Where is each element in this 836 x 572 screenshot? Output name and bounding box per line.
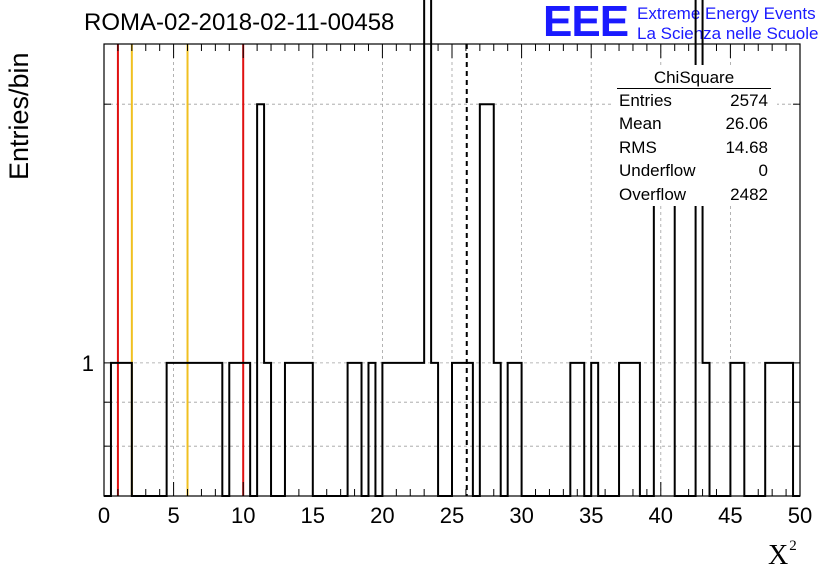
stats-row-rms: RMS 14.68 <box>611 136 777 159</box>
histogram-bin <box>111 363 118 496</box>
x-tick-label: 50 <box>788 503 812 528</box>
histogram-bin <box>264 363 271 496</box>
stats-label: Entries <box>619 91 672 110</box>
x-tick-label: 0 <box>98 503 110 528</box>
stats-value: 2482 <box>730 184 768 204</box>
histogram-bin <box>480 104 487 496</box>
histogram-bin <box>292 363 299 496</box>
stats-row-entries: Entries 2574 <box>611 89 777 112</box>
stats-row-mean: Mean 26.06 <box>611 112 777 135</box>
histogram-bin <box>306 363 313 496</box>
x-tick-label: 20 <box>370 503 394 528</box>
x-tick-label: 40 <box>649 503 673 528</box>
vertical-marker-lines <box>116 44 468 496</box>
histogram-bin <box>786 363 793 496</box>
histogram-bin <box>737 363 744 496</box>
histogram-bin <box>403 363 410 496</box>
x-axis-ticks: 0 5 10 15 20 25 30 35 40 45 50 <box>98 44 812 528</box>
histogram-bin <box>368 363 375 496</box>
histogram-bin <box>459 363 466 496</box>
x-tick-label: 15 <box>301 503 325 528</box>
x-axis-label-main: X <box>768 540 789 571</box>
histogram-bin <box>208 363 215 496</box>
histogram-bin <box>174 363 181 496</box>
logo-line-1: Extreme Energy Events <box>637 4 816 23</box>
histogram-bin <box>229 363 236 496</box>
histogram-bin <box>452 363 459 496</box>
x-axis-label-superscript: 2 <box>789 538 797 554</box>
histogram-bin <box>355 363 362 496</box>
histogram-bin <box>765 363 772 496</box>
y-axis-ticks: 1 <box>82 103 800 497</box>
stats-value: 26.06 <box>725 114 768 134</box>
histogram-bin <box>431 363 438 496</box>
x-tick-label: 5 <box>167 503 179 528</box>
histogram-bin <box>118 363 125 496</box>
histogram-bin <box>410 363 417 496</box>
histogram-bin <box>396 363 403 496</box>
x-tick-label: 35 <box>579 503 603 528</box>
histogram-bin <box>487 104 494 496</box>
x-axis-label: X2 <box>768 538 797 572</box>
histogram-bin <box>181 363 188 496</box>
stats-label: RMS <box>619 137 657 157</box>
histogram-bin <box>236 363 243 496</box>
histogram-bin <box>243 363 250 496</box>
stats-label: Underflow <box>619 161 696 181</box>
histogram-bin <box>125 363 132 496</box>
histogram-bin <box>494 363 501 496</box>
statistics-box: ChiSquare Entries 2574 Mean 26.06 RMS 14… <box>611 65 777 206</box>
histogram-bin <box>508 363 515 496</box>
x-tick-label: 45 <box>718 503 742 528</box>
histogram-bin <box>577 363 584 496</box>
y-tick-label: 1 <box>82 351 94 376</box>
histogram-bin <box>424 0 431 496</box>
histogram-bin <box>188 363 195 496</box>
histogram-bin <box>194 363 201 496</box>
plot-title: ROMA-02-2018-02-11-00458 <box>84 9 395 36</box>
histogram-bin <box>515 363 522 496</box>
stats-row-underflow: Underflow 0 <box>611 159 777 182</box>
logo-line-2: La Scienza nelle Scuole <box>637 24 819 43</box>
histogram-bin <box>591 363 598 496</box>
histogram-bin <box>299 363 306 496</box>
histogram-bin <box>201 363 208 496</box>
stats-value: 2574 <box>730 91 768 110</box>
histogram-bin <box>619 363 626 496</box>
histogram-bin <box>779 363 786 496</box>
histogram-bin <box>730 363 737 496</box>
histogram-bin <box>703 363 710 496</box>
stats-value: 0 <box>758 161 768 181</box>
stats-row-overflow: Overflow 2482 <box>611 183 777 206</box>
stats-value: 14.68 <box>725 137 768 157</box>
histogram-bin <box>285 363 292 496</box>
stats-label: Mean <box>619 114 662 134</box>
histogram-bin <box>257 104 264 496</box>
histogram-bin <box>167 363 174 496</box>
stats-title: ChiSquare <box>617 65 771 89</box>
logo-mark: EEE <box>543 0 629 46</box>
x-tick-label: 30 <box>509 503 533 528</box>
histogram-bin <box>348 363 355 496</box>
histogram-bin <box>382 363 389 496</box>
x-tick-label: 25 <box>440 503 464 528</box>
histogram-bin <box>417 363 424 496</box>
histogram-bin <box>389 363 396 496</box>
histogram-bin <box>215 363 222 496</box>
histogram-bin <box>570 363 577 496</box>
histogram-bin <box>633 363 640 496</box>
histogram-bin <box>626 363 633 496</box>
stats-label: Overflow <box>619 184 687 204</box>
x-tick-label: 10 <box>231 503 255 528</box>
histogram-bin <box>772 363 779 496</box>
